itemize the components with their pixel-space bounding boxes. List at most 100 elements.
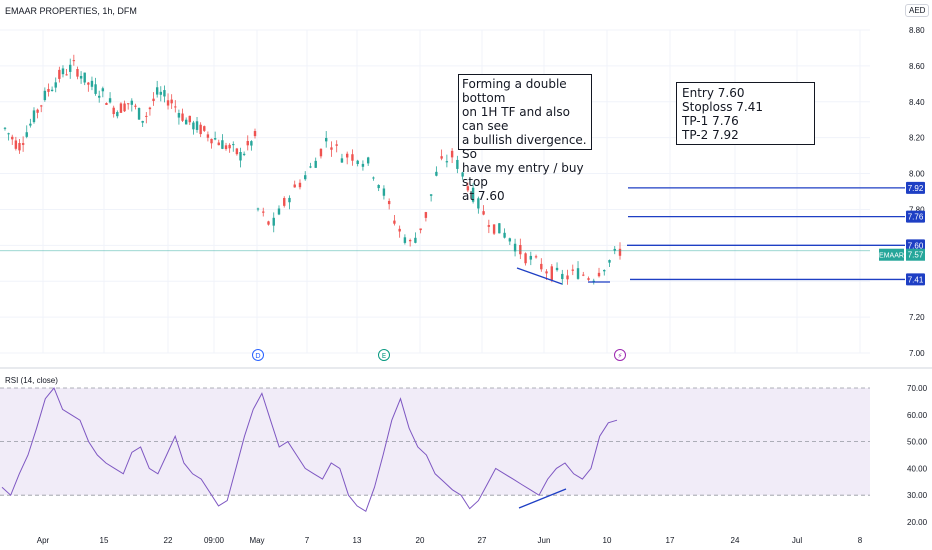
- candle-body: [36, 109, 39, 113]
- candle-body: [393, 220, 396, 224]
- candle-body: [450, 150, 454, 158]
- candle-body: [603, 270, 606, 272]
- candle-body: [141, 120, 144, 123]
- level-tag: [906, 239, 925, 252]
- candle-body: [319, 148, 323, 157]
- candle-body: [72, 60, 76, 62]
- candle-body: [387, 200, 391, 205]
- candle-body: [545, 271, 548, 274]
- setup-note[interactable]: Forming a double bottom on 1H TF and als…: [458, 74, 592, 203]
- candle-body: [199, 124, 202, 135]
- candle-body: [94, 84, 97, 94]
- levels-note[interactable]: Entry 7.60 Stoploss 7.41 TP-1 7.76 TP-2 …: [676, 82, 815, 145]
- candle-body: [398, 228, 401, 232]
- candle-body: [592, 280, 595, 282]
- candle-body: [351, 154, 354, 161]
- candle-body: [461, 172, 464, 177]
- event-icons[interactable]: D E ⚡: [252, 349, 626, 361]
- candle-body: [69, 64, 72, 72]
- candle-body: [148, 107, 152, 110]
- candle-body: [79, 75, 83, 79]
- candle-body: [25, 132, 28, 137]
- rsi-divergence-line: [518, 488, 567, 509]
- candle-body: [119, 103, 123, 113]
- candle-body: [213, 138, 217, 140]
- candle-body: [440, 156, 443, 159]
- rsi-tick-label: 20.00: [907, 518, 928, 527]
- candle-body: [262, 211, 265, 213]
- symbol-tag-label: EMAAR: [879, 253, 904, 260]
- rsi-tick-label: 50.00: [907, 438, 928, 447]
- rsi-indicator-label[interactable]: RSI (14, close): [5, 376, 58, 385]
- candle-body: [524, 253, 527, 264]
- candle-body: [50, 89, 54, 92]
- time-tick-label: 7: [305, 536, 310, 545]
- candle-body: [498, 223, 501, 234]
- candle-body: [14, 140, 18, 149]
- candle-body: [184, 119, 188, 125]
- candle-body: [419, 228, 422, 231]
- candle-body: [29, 123, 32, 126]
- candle-body: [529, 255, 533, 260]
- candle-body: [534, 256, 538, 258]
- candle-body: [21, 143, 25, 145]
- candle-body: [192, 122, 195, 130]
- candle-body: [32, 110, 36, 123]
- symbol-title: EMAAR PROPERTIES, 1h, DFM: [5, 6, 137, 16]
- candle-body: [309, 166, 312, 168]
- candle-body: [424, 212, 428, 218]
- candle-body: [298, 182, 302, 188]
- candle-body: [335, 144, 338, 146]
- candle-body: [76, 69, 79, 77]
- symbol-tag: [879, 248, 904, 261]
- rsi-tick-label: 40.00: [907, 464, 928, 473]
- candle-body: [235, 148, 239, 155]
- candle-body: [54, 82, 57, 88]
- time-tick-label: 15: [100, 536, 109, 545]
- candle-body: [116, 112, 119, 117]
- candle-body: [482, 211, 485, 215]
- event-icon-glyph: ⚡: [618, 352, 623, 360]
- candle-body: [246, 140, 249, 146]
- rsi-axis[interactable]: 70.00 60.00 50.00 40.00 30.00 20.00: [907, 384, 928, 527]
- candle-body: [239, 152, 242, 161]
- candle-body: [43, 90, 47, 101]
- time-axis[interactable]: Apr 15 22 09:00 May 7 13 20 27 Jun 10 17 24 Jul 8: [37, 536, 863, 545]
- candle-body: [224, 145, 228, 150]
- candle-body: [466, 186, 470, 191]
- candle-body: [356, 160, 359, 165]
- candle-body: [456, 159, 459, 169]
- candle-body: [366, 157, 370, 164]
- candle-body: [134, 105, 137, 107]
- time-tick-label: Apr: [37, 536, 50, 545]
- candle-body: [112, 107, 115, 115]
- candle-body: [597, 272, 601, 277]
- candle-body: [571, 269, 574, 271]
- candle-body: [206, 134, 210, 138]
- candle-body: [330, 147, 333, 150]
- candle-body: [221, 140, 224, 149]
- candle-body: [130, 100, 134, 105]
- candle-body: [555, 267, 559, 271]
- price-tick-label: 7.80: [909, 205, 925, 214]
- candle-body: [561, 273, 564, 280]
- price-level-lines[interactable]: [627, 187, 905, 281]
- price-tick-label: 7.20: [909, 313, 925, 322]
- price-tick-label: 8.40: [909, 98, 925, 107]
- candle-body: [519, 244, 522, 255]
- time-tick-label: 24: [731, 536, 740, 545]
- currency-button[interactable]: AED: [905, 4, 930, 17]
- candle-body: [159, 91, 162, 95]
- candle-body: [181, 113, 184, 121]
- level-tag-label: 7.41: [908, 275, 924, 284]
- level-tag-label: 7.92: [908, 184, 924, 193]
- level-tag: [906, 210, 925, 223]
- divergence-lines[interactable]: [516, 267, 610, 509]
- candle-body: [503, 232, 506, 238]
- candle-body: [345, 153, 349, 158]
- candle-body: [283, 198, 286, 206]
- rsi-grid: [0, 387, 870, 496]
- candle-body: [87, 82, 90, 85]
- candle-body: [242, 153, 246, 155]
